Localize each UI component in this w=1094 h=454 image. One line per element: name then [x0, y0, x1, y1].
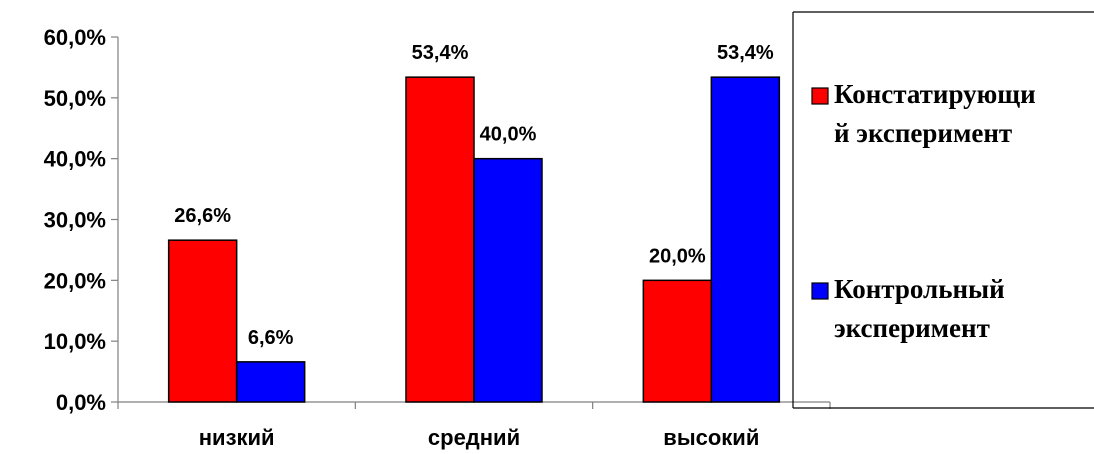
x-category-label: высокий — [663, 425, 759, 450]
x-category-label: низкий — [199, 425, 275, 450]
y-tick-label: 50,0% — [44, 86, 106, 111]
bar-constat-2 — [642, 279, 713, 403]
x-axis-categories: низкий средний высокий — [199, 425, 760, 450]
bar-control-1 — [473, 157, 543, 403]
bars — [167, 76, 781, 403]
y-tick-label: 60,0% — [44, 25, 106, 50]
y-axis-ticks: 0,0% 10,0% 20,0% 30,0% 40,0% 50,0% 60,0% — [44, 25, 118, 415]
data-label: 20,0% — [649, 245, 706, 267]
legend-swatch — [811, 282, 829, 300]
data-label: 53,4% — [717, 42, 774, 64]
x-category-label: средний — [428, 425, 520, 450]
y-tick-label: 20,0% — [44, 268, 106, 293]
legend-swatch — [811, 87, 829, 105]
data-label: 53,4% — [412, 42, 469, 64]
y-tick-label: 30,0% — [44, 208, 106, 233]
data-label: 40,0% — [480, 124, 537, 146]
data-labels: 26,6% 6,6% 53,4% 40,0% 20,0% 53,4% — [174, 42, 774, 349]
y-tick-label: 0,0% — [56, 390, 106, 415]
legend-label: Констатирующи — [834, 79, 1036, 109]
data-label: 26,6% — [174, 205, 231, 227]
y-tick-label: 40,0% — [44, 147, 106, 172]
data-label: 6,6% — [248, 327, 294, 349]
bar-control-0 — [235, 361, 306, 403]
legend-label: эксперимент — [834, 313, 990, 343]
bar-control-2 — [710, 76, 781, 403]
legend: Констатирующи й эксперимент Контрольный экс… — [792, 11, 1094, 409]
bar-constat-1 — [405, 76, 475, 403]
legend-label: й эксперимент — [834, 118, 1012, 148]
y-tick-label: 10,0% — [44, 329, 106, 354]
bar-constat-0 — [167, 239, 238, 403]
legend-label: Контрольный — [834, 274, 1005, 304]
